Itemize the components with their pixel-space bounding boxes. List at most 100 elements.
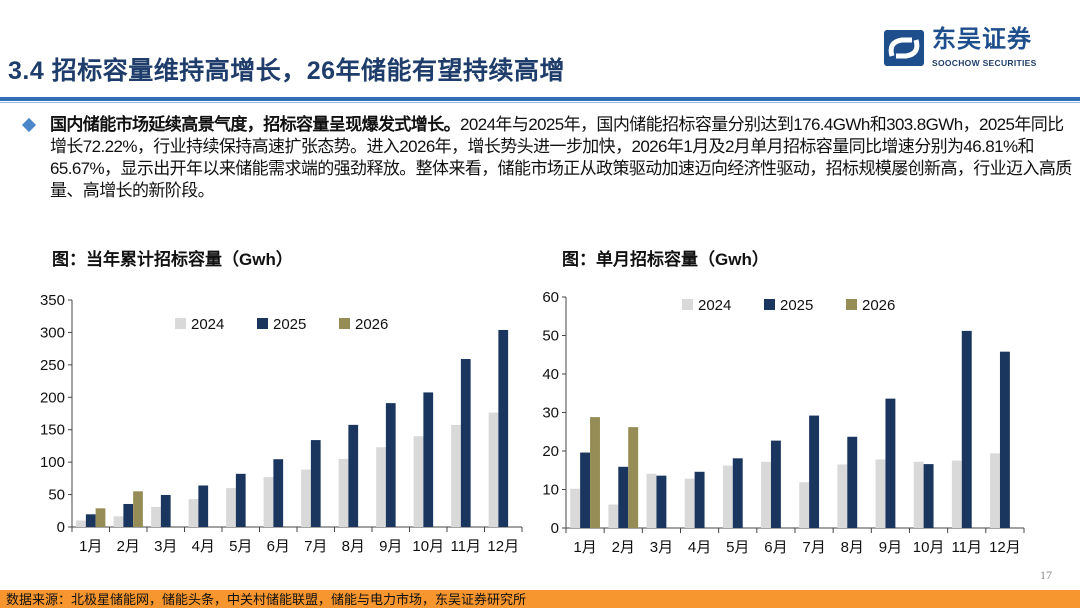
bar-2025-8月 bbox=[348, 424, 359, 527]
data-source: 数据来源：北极星储能网，储能头条，中关村储能联盟，储能与电力市场，东吴证券研究所 bbox=[6, 592, 527, 607]
chart-cumulative: 0 50 100 150 200 250 300 350 1月 2月 3月 4月 5月 6月 7月 8月 9月 1… bbox=[40, 292, 523, 555]
bar-2025-6月 bbox=[273, 459, 284, 527]
x-tick-label: 10月 bbox=[913, 539, 945, 556]
y-tick-label: 40 bbox=[542, 366, 559, 383]
bar-2025-9月 bbox=[885, 398, 896, 528]
bar-2025-7月 bbox=[310, 440, 321, 527]
x-tick-label: 3月 bbox=[650, 539, 673, 556]
legend-swatch-2026 bbox=[846, 299, 857, 310]
bar-2026-2月 bbox=[628, 427, 639, 528]
bar-2025-8月 bbox=[847, 436, 858, 528]
logo-icon bbox=[884, 30, 924, 66]
legend-swatch-2024 bbox=[682, 299, 693, 310]
bar-2024-9月 bbox=[376, 447, 386, 527]
bar-2026-2月 bbox=[133, 491, 143, 527]
bar-2024-1月 bbox=[76, 520, 86, 527]
summary-bold: 国内储能市场延续高景气度，招标容量呈现爆发式增长。 bbox=[50, 115, 461, 134]
legend-label-2026: 2026 bbox=[355, 316, 388, 333]
bar-2025-2月 bbox=[618, 466, 629, 528]
x-tick-label: 5月 bbox=[726, 539, 749, 556]
bar-2024-11月 bbox=[451, 424, 461, 527]
logo-text-en: SOOCHOW SECURITIES bbox=[932, 58, 1037, 68]
bar-2025-3月 bbox=[656, 475, 667, 528]
bar-2024-3月 bbox=[151, 506, 161, 527]
x-tick-label: 6月 bbox=[764, 539, 787, 556]
bar-2025-3月 bbox=[160, 494, 171, 527]
bar-2025-11月 bbox=[460, 359, 471, 527]
bar-2024-6月 bbox=[761, 461, 771, 528]
x-tick-label: 4月 bbox=[192, 538, 215, 555]
y-tick-label: 20 bbox=[542, 443, 559, 460]
legend-swatch-2024 bbox=[175, 318, 186, 329]
x-tick-label: 12月 bbox=[989, 539, 1021, 556]
bar-2024-2月 bbox=[113, 516, 124, 527]
y-tick-label: 30 bbox=[542, 405, 559, 422]
bar-2024-6月 bbox=[263, 477, 274, 527]
bar-2025-10月 bbox=[923, 464, 934, 528]
bar-2025-1月 bbox=[580, 452, 591, 528]
bar-2024-5月 bbox=[226, 488, 236, 527]
legend-label-2026: 2026 bbox=[862, 297, 895, 314]
bar-2025-12月 bbox=[999, 351, 1010, 528]
company-logo: 东吴证券 SOOCHOW SECURITIES bbox=[884, 28, 1054, 70]
y-tick-label: 0 bbox=[551, 520, 559, 537]
logo-text-cn: 东吴证券 bbox=[932, 26, 1032, 53]
chart2-title: 图：单月招标容量（Gwh） bbox=[562, 250, 769, 269]
y-tick-label: 150 bbox=[40, 422, 65, 439]
bar-2024-8月 bbox=[837, 464, 848, 528]
bar-2024-4月 bbox=[188, 499, 199, 527]
legend-swatch-2025 bbox=[257, 318, 268, 329]
y-tick-label: 60 bbox=[542, 289, 559, 306]
summary-text: 2024年与2025年，国内储能招标容量分别达到176.4GWh和303.8GW… bbox=[50, 115, 1072, 200]
legend-label-2025: 2025 bbox=[780, 297, 813, 314]
x-tick-label: 2月 bbox=[117, 538, 140, 555]
bar-2024-5月 bbox=[722, 465, 733, 528]
x-tick-label: 8月 bbox=[342, 538, 365, 555]
x-tick-label: 7月 bbox=[802, 539, 825, 556]
bar-2026-1月 bbox=[95, 508, 106, 527]
bar-2025-12月 bbox=[498, 329, 509, 527]
bar-2024-1月 bbox=[570, 488, 581, 528]
x-tick-label: 4月 bbox=[688, 539, 711, 556]
bar-2024-10月 bbox=[413, 436, 424, 527]
bar-2025-5月 bbox=[732, 458, 743, 528]
legend-label-2025: 2025 bbox=[273, 316, 306, 333]
x-tick-label: 9月 bbox=[379, 538, 402, 555]
bar-2024-3月 bbox=[646, 473, 657, 528]
chart1-title: 图：当年累计招标容量（Gwh） bbox=[52, 250, 293, 269]
y-tick-label: 250 bbox=[40, 357, 65, 374]
bar-2024-7月 bbox=[301, 469, 311, 527]
bar-2025-5月 bbox=[235, 473, 246, 527]
legend-label-2024: 2024 bbox=[698, 297, 731, 314]
x-tick-label: 5月 bbox=[229, 538, 252, 555]
legend-label-2024: 2024 bbox=[191, 316, 224, 333]
bar-2024-9月 bbox=[875, 459, 886, 528]
bar-2025-11月 bbox=[961, 330, 972, 528]
x-tick-label: 3月 bbox=[154, 538, 177, 555]
page-number: 17 bbox=[1040, 568, 1052, 582]
y-tick-label: 300 bbox=[40, 324, 65, 341]
bar-2024-10月 bbox=[913, 461, 924, 528]
bar-2025-6月 bbox=[770, 440, 781, 528]
x-tick-label: 6月 bbox=[267, 538, 290, 555]
x-tick-label: 10月 bbox=[412, 538, 444, 555]
y-tick-label: 200 bbox=[40, 389, 65, 406]
bar-2025-1月 bbox=[85, 514, 96, 527]
bar-2024-7月 bbox=[799, 482, 810, 528]
diamond-bullet-icon bbox=[21, 117, 37, 133]
x-tick-label: 1月 bbox=[79, 538, 102, 555]
x-tick-label: 2月 bbox=[612, 539, 635, 556]
x-tick-label: 12月 bbox=[487, 538, 519, 555]
bar-2025-2月 bbox=[123, 503, 134, 527]
y-tick-label: 0 bbox=[57, 519, 65, 536]
bar-2025-10月 bbox=[423, 392, 434, 527]
header-divider-thin bbox=[0, 102, 1080, 103]
bar-2025-9月 bbox=[385, 403, 396, 527]
x-tick-label: 11月 bbox=[450, 538, 481, 555]
page-title: 3.4 招标容量维持高增长，26年储能有望持续高增 bbox=[8, 57, 566, 85]
x-tick-label: 8月 bbox=[841, 539, 864, 556]
bar-2024-12月 bbox=[488, 412, 499, 527]
legend-swatch-2026 bbox=[339, 318, 350, 329]
header-divider bbox=[0, 97, 1080, 101]
bar-2024-2月 bbox=[608, 504, 619, 528]
